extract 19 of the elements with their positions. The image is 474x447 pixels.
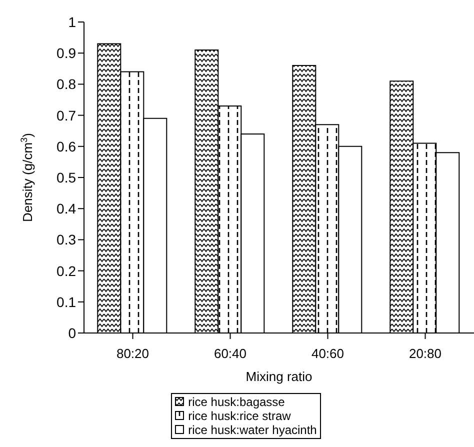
y-tick-label: 0.7 — [56, 107, 76, 124]
y-tick-label: 1 — [68, 14, 76, 30]
x-tick-label: 20:80 — [408, 346, 442, 362]
y-tick-label: 0.3 — [56, 232, 76, 248]
y-tick-label: 0.8 — [56, 76, 76, 92]
legend-label: rice husk:bagasse — [188, 395, 285, 409]
x-tick-label: 40:60 — [311, 346, 344, 362]
y-tick-label: 0.1 — [56, 294, 76, 310]
y-tick-label: 0.4 — [56, 200, 76, 217]
y-tick-label: 0.9 — [56, 45, 76, 62]
y-tick-label: 0 — [68, 324, 76, 341]
legend-label: rice husk:water hyacinth — [188, 423, 317, 437]
x-axis-title: Mixing ratio — [246, 369, 312, 384]
legend-label: rice husk:rice straw — [188, 409, 291, 423]
x-tick-label: 60:40 — [214, 346, 247, 362]
y-tick-label: 0.5 — [56, 169, 76, 186]
y-tick-label: 0.2 — [56, 262, 76, 279]
x-tick-label: 80:20 — [116, 346, 150, 362]
y-tick-label: 0.6 — [56, 138, 76, 154]
